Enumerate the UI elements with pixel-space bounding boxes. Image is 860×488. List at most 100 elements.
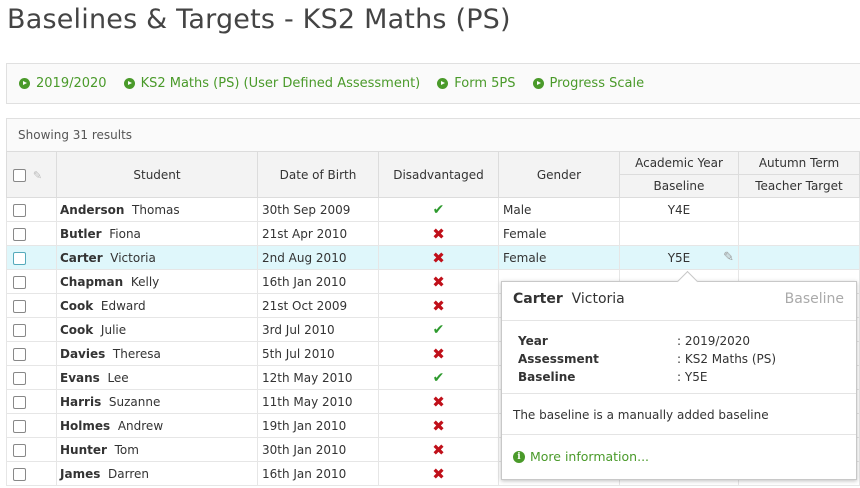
breadcrumb-form[interactable]: Form 5PS — [437, 76, 516, 91]
student-surname: Carter — [60, 250, 103, 265]
disadvantaged-cell: ✖ — [378, 269, 499, 294]
row-checkbox[interactable] — [13, 371, 26, 385]
row-checkbox[interactable] — [13, 299, 26, 313]
column-header-baseline[interactable]: Baseline — [619, 174, 739, 198]
dob-cell: 16th Jan 2010 — [257, 269, 379, 294]
column-header-teacher-target[interactable]: Teacher Target — [738, 174, 860, 198]
dob-cell: 11th May 2010 — [257, 389, 379, 414]
row-checkbox[interactable] — [13, 203, 26, 217]
student-forename: Victoria — [110, 250, 156, 265]
table-row[interactable]: Butler Fiona 21st Apr 2010 ✖ Female — [6, 221, 860, 246]
tooltip-note: The baseline is a manually added baselin… — [513, 408, 769, 422]
baseline-tooltip: Carter Victoria Baseline Year: 2019/2020… — [501, 270, 857, 480]
column-header-disadvantaged[interactable]: Disadvantaged — [378, 151, 499, 198]
play-circle-icon — [437, 78, 449, 89]
disadvantaged-cell: ✖ — [378, 461, 499, 486]
cross-icon: ✖ — [432, 392, 445, 411]
student-surname: Hunter — [60, 442, 107, 457]
tooltip-student-name: Carter Victoria — [513, 291, 625, 307]
student-name-cell[interactable]: Butler Fiona — [56, 221, 258, 246]
row-select-cell — [6, 413, 57, 438]
row-checkbox[interactable] — [13, 323, 26, 337]
student-forename: Thomas — [132, 202, 180, 217]
dob-cell: 5th Jul 2010 — [257, 341, 379, 366]
table-row[interactable]: Carter Victoria 2nd Aug 2010 ✖ Female Y5E ✎ — [6, 245, 860, 270]
disadvantaged-cell: ✖ — [378, 413, 499, 438]
student-surname: Cook — [60, 322, 94, 337]
disadvantaged-cell: ✔ — [378, 317, 499, 342]
baseline-cell[interactable] — [619, 221, 739, 246]
row-select-cell — [6, 389, 57, 414]
teacher-target-cell[interactable] — [738, 197, 860, 222]
student-forename: Kelly — [130, 274, 160, 289]
student-name-cell[interactable]: James Darren — [56, 461, 258, 486]
more-information-link[interactable]: i More information... — [513, 449, 649, 464]
tooltip-header: Carter Victoria Baseline — [502, 282, 856, 321]
dob-cell: 21st Apr 2010 — [257, 221, 379, 246]
row-checkbox[interactable] — [13, 467, 26, 481]
row-select-cell — [6, 269, 57, 294]
table-row[interactable]: Anderson Thomas 30th Sep 2009 ✔ Male Y4E — [6, 197, 860, 222]
check-icon: ✔ — [432, 321, 445, 338]
cross-icon: ✖ — [432, 344, 445, 363]
breadcrumb-assessment[interactable]: KS2 Maths (PS) (User Defined Assessment) — [123, 76, 420, 91]
play-circle-icon — [532, 78, 544, 89]
breadcrumb-year[interactable]: 2019/2020 — [19, 76, 107, 91]
student-name-cell[interactable]: Davies Theresa — [56, 341, 258, 366]
student-name-cell[interactable]: Cook Edward — [56, 293, 258, 318]
student-name-cell[interactable]: Evans Lee — [56, 365, 258, 390]
dob-cell: 16th Jan 2010 — [257, 461, 379, 486]
student-surname: James — [60, 466, 101, 481]
disadvantaged-cell: ✔ — [378, 365, 499, 390]
gender-cell: Female — [498, 245, 620, 270]
disadvantaged-cell: ✖ — [378, 245, 499, 270]
cross-icon: ✖ — [432, 464, 445, 483]
student-name-cell[interactable]: Carter Victoria — [56, 245, 258, 270]
baseline-cell[interactable]: Y5E ✎ — [619, 245, 739, 270]
dob-cell: 21st Oct 2009 — [257, 293, 379, 318]
pencil-icon[interactable]: ✎ — [723, 250, 734, 265]
student-surname: Holmes — [60, 418, 111, 433]
check-icon: ✔ — [432, 201, 445, 218]
teacher-target-cell[interactable] — [738, 221, 860, 246]
column-header-dob[interactable]: Date of Birth — [257, 151, 379, 198]
row-checkbox[interactable] — [13, 347, 26, 361]
row-select-cell — [6, 341, 57, 366]
student-name-cell[interactable]: Chapman Kelly — [56, 269, 258, 294]
student-forename: Suzanne — [108, 394, 161, 409]
row-checkbox[interactable] — [13, 251, 26, 265]
row-checkbox[interactable] — [13, 275, 26, 289]
column-header-student[interactable]: Student — [56, 151, 258, 198]
student-forename: Edward — [100, 298, 146, 313]
cross-icon: ✖ — [432, 224, 445, 243]
baseline-cell[interactable]: Y4E — [619, 197, 739, 222]
row-checkbox[interactable] — [13, 443, 26, 457]
breadcrumb: 2019/2020 KS2 Maths (PS) (User Defined A… — [6, 63, 860, 104]
cross-icon: ✖ — [432, 296, 445, 315]
student-surname: Cook — [60, 298, 94, 313]
select-all-checkbox[interactable] — [13, 168, 26, 182]
dob-cell: 3rd Jul 2010 — [257, 317, 379, 342]
student-surname: Harris — [60, 394, 102, 409]
student-name-cell[interactable]: Hunter Tom — [56, 437, 258, 462]
student-name-cell[interactable]: Holmes Andrew — [56, 413, 258, 438]
row-checkbox[interactable] — [13, 227, 26, 241]
student-surname: Butler — [60, 226, 102, 241]
disadvantaged-cell: ✖ — [378, 437, 499, 462]
student-forename: Darren — [108, 466, 149, 481]
teacher-target-cell[interactable] — [738, 245, 860, 270]
row-select-cell — [6, 245, 57, 270]
breadcrumb-scale[interactable]: Progress Scale — [532, 76, 644, 91]
select-all-header: ✎ — [6, 151, 57, 198]
student-name-cell[interactable]: Anderson Thomas — [56, 197, 258, 222]
student-name-cell[interactable]: Cook Julie — [56, 317, 258, 342]
tooltip-divider — [502, 393, 856, 394]
student-forename: Fiona — [109, 226, 141, 241]
row-checkbox[interactable] — [13, 395, 26, 409]
student-forename: Julie — [100, 322, 127, 337]
column-header-gender[interactable]: Gender — [498, 151, 620, 198]
tooltip-divider — [502, 434, 856, 435]
student-name-cell[interactable]: Harris Suzanne — [56, 389, 258, 414]
row-checkbox[interactable] — [13, 419, 26, 433]
student-surname: Davies — [60, 346, 106, 361]
